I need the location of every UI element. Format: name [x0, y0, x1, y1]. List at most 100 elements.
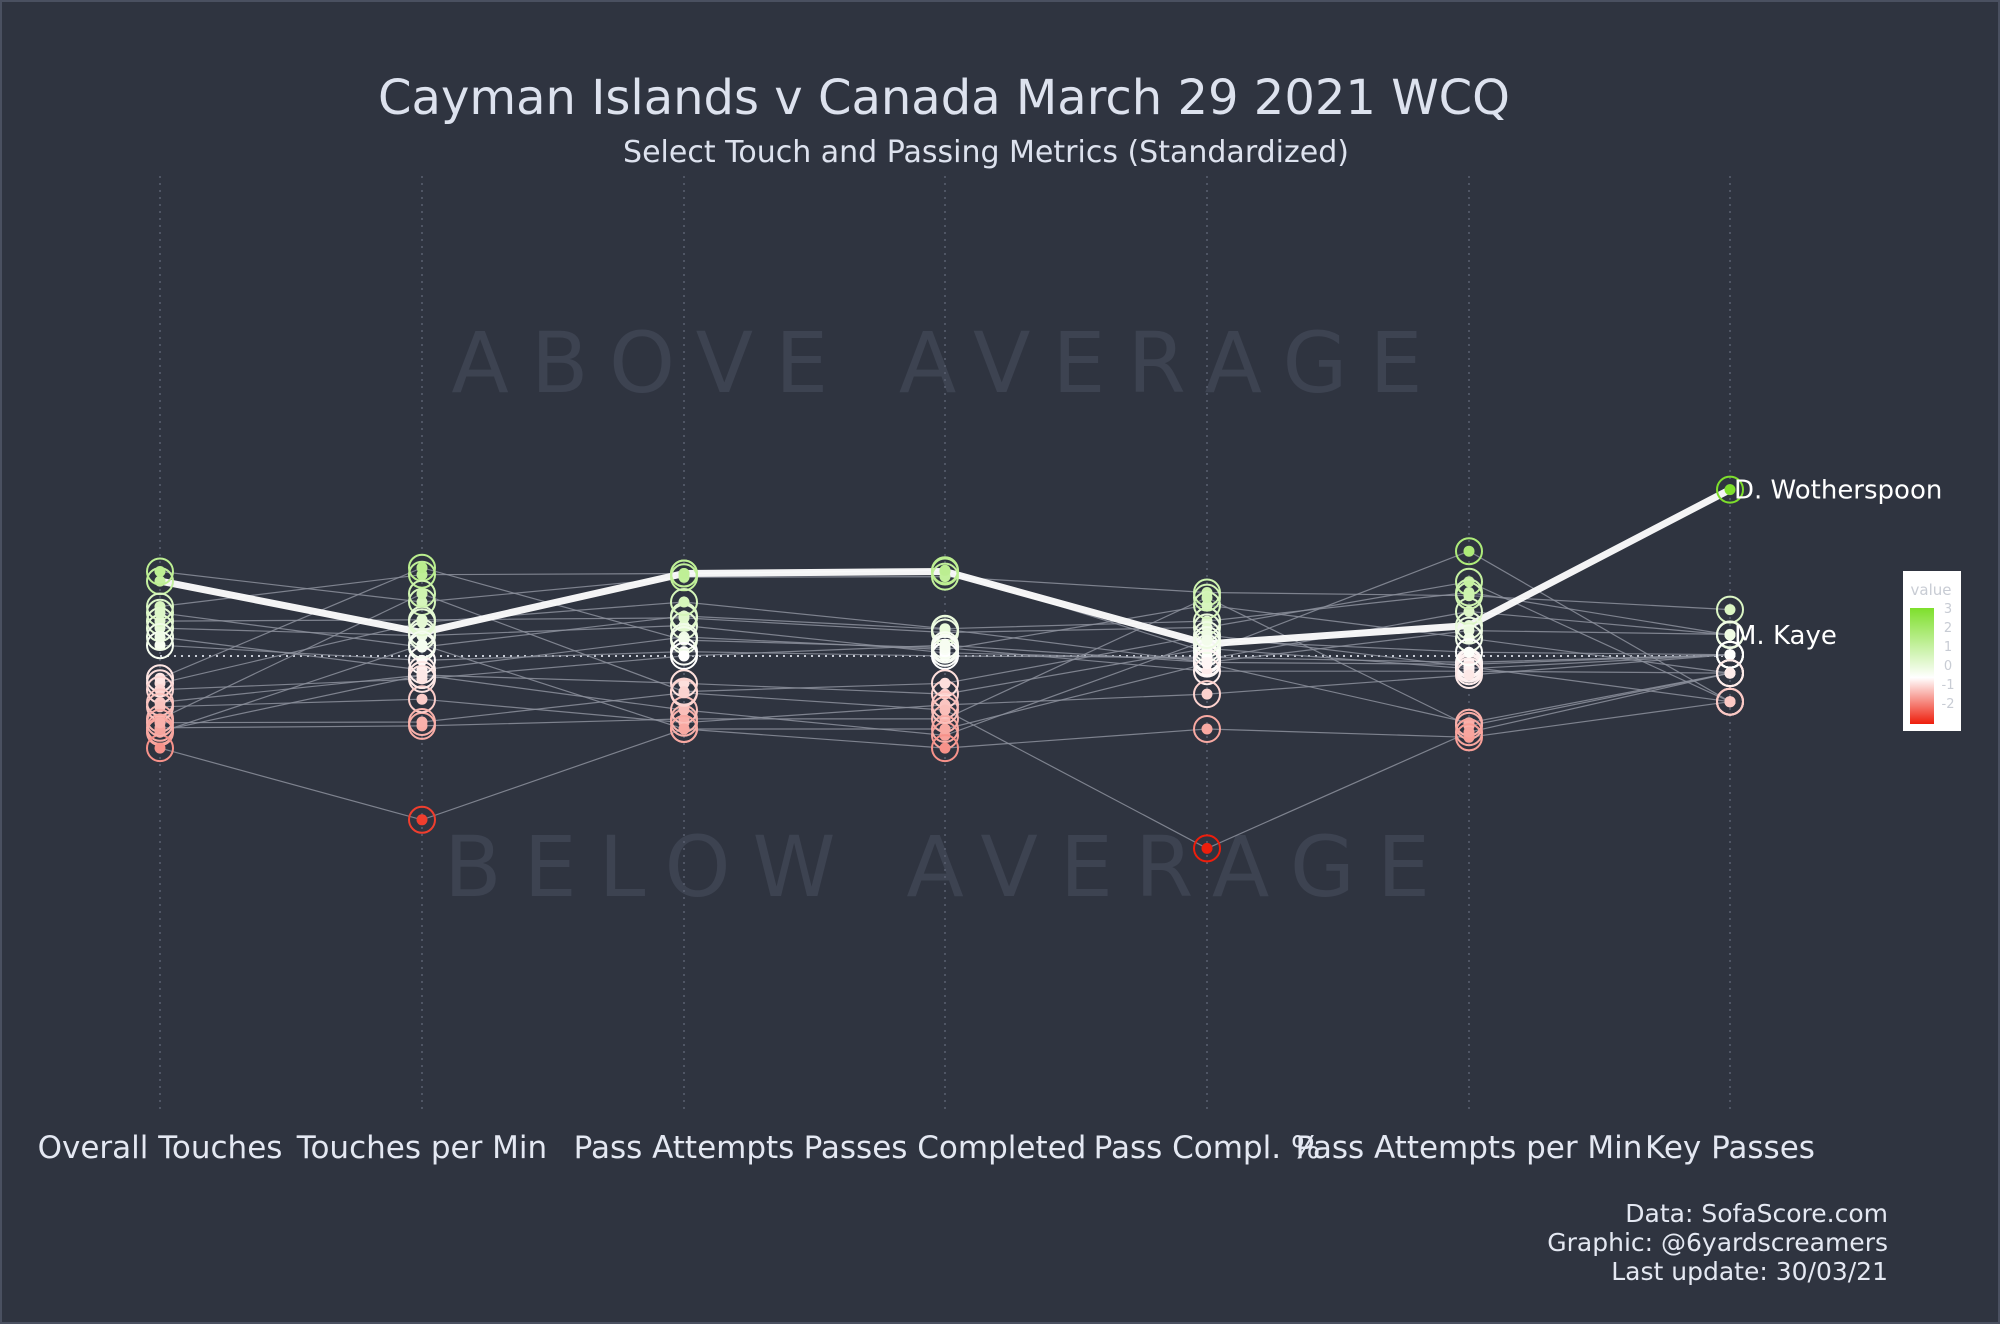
- data-point-dot: [416, 562, 428, 574]
- data-point-dot: [1201, 592, 1213, 604]
- data-point-ring: [1455, 537, 1483, 566]
- data-point-ring: [670, 559, 698, 588]
- data-point-dot: [1201, 634, 1213, 646]
- axis-label-pass-attempts: Pass Attempts: [574, 1130, 795, 1166]
- data-point-dot: [678, 723, 690, 735]
- player-label-m-kaye: M. Kaye: [1734, 621, 1837, 651]
- data-point: [408, 608, 436, 637]
- data-point: [931, 715, 959, 743]
- data-point-dot: [1463, 545, 1475, 557]
- data-point: [931, 556, 959, 585]
- data-point-ring: [931, 556, 959, 585]
- data-point: [1193, 680, 1221, 709]
- data-point-dot: [1724, 696, 1736, 708]
- data-point: [1455, 718, 1483, 747]
- data-point-dot: [1463, 576, 1475, 588]
- data-point-ring: [1455, 638, 1483, 667]
- data-point: [408, 661, 436, 689]
- data-point: [146, 623, 174, 651]
- data-point-dot: [678, 596, 690, 608]
- data-point: [931, 734, 959, 763]
- data-point-dot: [416, 639, 428, 651]
- data-point: [146, 598, 174, 627]
- data-point-dot: [416, 693, 428, 705]
- data-point: [408, 805, 436, 834]
- data-point: [670, 715, 698, 743]
- chart-title: Cayman Islands v Canada March 29 2021 WC…: [378, 70, 1510, 126]
- data-point: [408, 630, 436, 659]
- data-point-ring: [408, 630, 436, 659]
- data-point-ring: [931, 696, 959, 724]
- data-point-dot: [1463, 625, 1475, 637]
- data-point-ring: [408, 579, 436, 608]
- data-point-dot: [939, 639, 951, 651]
- data-point-dot: [1201, 723, 1213, 735]
- data-point-ring: [670, 715, 698, 743]
- data-point-ring: [1455, 661, 1483, 689]
- data-point-dot: [939, 723, 951, 735]
- legend-tick: -2: [1942, 697, 1955, 712]
- data-point-dot: [154, 631, 166, 643]
- data-point-dot: [1201, 688, 1213, 700]
- data-point-dot: [154, 717, 166, 729]
- data-point-dot: [939, 742, 951, 754]
- data-point: [1193, 583, 1221, 612]
- data-point-dot: [154, 607, 166, 619]
- axis-label-passes-completed: Passes Completed: [804, 1130, 1087, 1166]
- data-points: [146, 475, 1744, 863]
- data-point-dot: [154, 742, 166, 754]
- axis-label-key-passes: Key Passes: [1645, 1130, 1815, 1166]
- data-point: [1716, 659, 1744, 688]
- credit-line: Graphic: @6yardscreamers: [1547, 1228, 1888, 1257]
- data-point-ring: [408, 708, 436, 736]
- axis-guides: [159, 176, 1731, 1110]
- data-point-ring: [931, 631, 959, 660]
- data-point: [670, 588, 698, 616]
- data-point-dot: [1724, 484, 1736, 496]
- data-point-ring: [1455, 578, 1483, 607]
- data-point-ring: [670, 678, 698, 707]
- data-point-dot: [1201, 842, 1213, 854]
- data-point: [670, 642, 698, 670]
- data-point: [1455, 537, 1483, 566]
- data-point-dot: [154, 566, 166, 577]
- data-point-dot: [1463, 669, 1475, 681]
- data-point-ring: [408, 685, 436, 714]
- data-point-ring: [1716, 687, 1744, 716]
- data-point-dot: [1463, 726, 1475, 738]
- data-point-dot: [1724, 667, 1736, 679]
- data-point: [408, 685, 436, 714]
- data-point-ring: [1193, 626, 1221, 655]
- data-point-dot: [1724, 604, 1736, 616]
- data-point-ring: [146, 623, 174, 651]
- data-point-dot: [154, 672, 166, 684]
- data-point-dot: [1724, 629, 1736, 641]
- data-point-dot: [1463, 646, 1475, 658]
- data-point-ring: [146, 708, 174, 737]
- data-point-dot: [678, 650, 690, 662]
- data-point-ring: [408, 560, 436, 589]
- data-point-dot: [939, 564, 951, 576]
- data-point-ring: [1193, 680, 1221, 709]
- below-average-label: BELOW AVERAGE: [444, 818, 1452, 916]
- data-point-dot: [939, 623, 951, 635]
- data-point: [146, 708, 174, 737]
- data-point-dot: [1724, 649, 1736, 661]
- data-point-ring: [1193, 834, 1221, 863]
- data-point: [1455, 638, 1483, 667]
- data-point: [1193, 626, 1221, 655]
- data-point-dot: [416, 716, 428, 728]
- axis-label-touches-per-min: Touches per Min: [296, 1130, 547, 1166]
- data-point: [931, 631, 959, 660]
- player-label-d-wotherspoon: D. Wotherspoon: [1734, 476, 1942, 506]
- axis-label-overall-touches: Overall Touches: [38, 1130, 283, 1166]
- legend-tick: -1: [1942, 678, 1955, 693]
- data-point-ring: [1193, 649, 1221, 678]
- data-point-dot: [939, 677, 951, 689]
- axis-label-pass-compl-pct: Pass Compl. %: [1094, 1130, 1321, 1166]
- credit-line: Data: SofaScore.com: [1625, 1199, 1888, 1228]
- data-point-ring: [670, 642, 698, 670]
- data-point-dot: [678, 687, 690, 699]
- data-point-dot: [678, 568, 690, 579]
